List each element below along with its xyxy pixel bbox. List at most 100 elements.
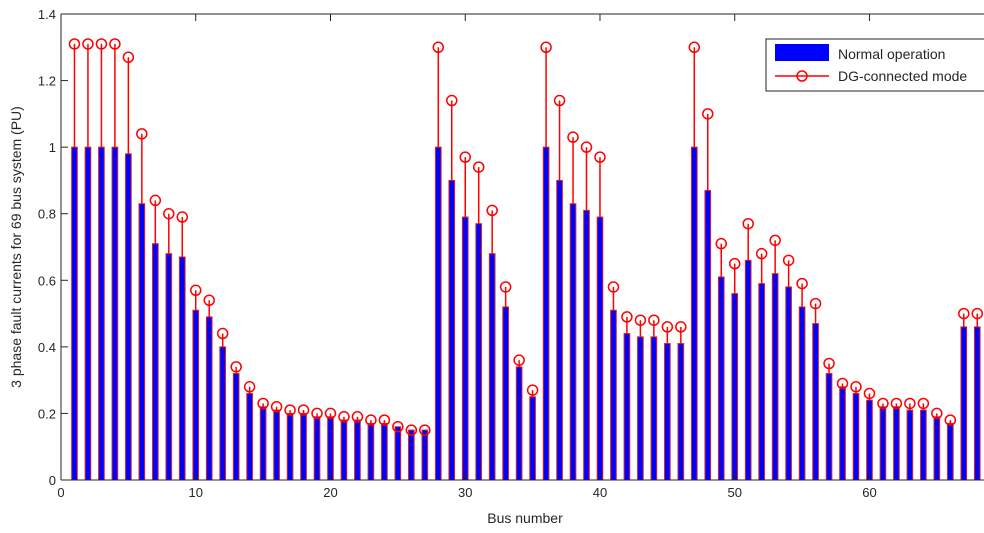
bar-bus-26 bbox=[408, 429, 415, 481]
stems-series bbox=[68, 38, 984, 436]
y-tick-label-5: 1 bbox=[49, 140, 56, 155]
legend-label-normal-operation: Normal operation bbox=[838, 46, 945, 62]
y-axis-label: 3 phase fault currents for 69 bus system… bbox=[8, 106, 24, 388]
stem-marker-bus-22 bbox=[351, 411, 364, 423]
bar-bus-20 bbox=[327, 416, 334, 481]
stem-marker-bus-67 bbox=[958, 307, 970, 320]
bar-bus-4 bbox=[111, 146, 119, 481]
y-tick-label-4: 0.8 bbox=[38, 207, 56, 222]
legend-swatch-normal-operation bbox=[775, 44, 829, 61]
bar-bus-45 bbox=[664, 343, 671, 481]
bar-bus-66 bbox=[946, 422, 954, 481]
stem-marker-bus-15 bbox=[257, 397, 269, 410]
stem-marker-bus-63 bbox=[904, 397, 916, 410]
y-tick-label-0: 0 bbox=[49, 473, 56, 488]
stem-marker-bus-27 bbox=[419, 424, 431, 436]
stem-marker-bus-37 bbox=[553, 94, 566, 107]
stem-marker-bus-1 bbox=[68, 38, 81, 50]
x-axis-label: Bus number bbox=[487, 510, 563, 526]
stem-marker-bus-43 bbox=[634, 314, 647, 326]
stem-marker-bus-16 bbox=[270, 401, 283, 413]
bar-bus-13 bbox=[232, 372, 240, 481]
bar-bus-32 bbox=[488, 253, 496, 481]
stem-marker-bus-29 bbox=[446, 94, 458, 107]
bar-bus-38 bbox=[569, 203, 577, 481]
bar-bus-52 bbox=[758, 283, 766, 481]
stem-marker-bus-8 bbox=[163, 207, 175, 220]
stem-marker-bus-56 bbox=[809, 297, 822, 310]
bar-bus-30 bbox=[461, 216, 469, 481]
x-tick-label-0: 0 bbox=[57, 485, 64, 500]
stem-marker-bus-2 bbox=[82, 38, 94, 50]
bar-bus-58 bbox=[839, 386, 846, 481]
bar-bus-28 bbox=[434, 146, 442, 481]
bar-bus-48 bbox=[704, 189, 712, 481]
bar-bus-34 bbox=[515, 366, 523, 481]
stem-marker-bus-48 bbox=[702, 108, 714, 120]
y-tick-label-6: 1.2 bbox=[38, 74, 56, 89]
bar-bus-62 bbox=[893, 406, 900, 481]
y-tick-label-2: 0.4 bbox=[38, 340, 56, 355]
stem-marker-bus-5 bbox=[122, 51, 135, 64]
stem-marker-bus-55 bbox=[796, 277, 808, 290]
axes: 0 10 20 30 40 50 60 0 0.2 0.4 0.6 0.8 1 1.2 1.4 bbox=[38, 7, 984, 500]
stem-marker-bus-13 bbox=[230, 361, 242, 373]
stem-marker-bus-62 bbox=[890, 397, 903, 410]
bar-bus-42 bbox=[623, 333, 631, 481]
stem-marker-bus-18 bbox=[297, 404, 310, 416]
bar-bus-63 bbox=[906, 409, 914, 481]
bar-bus-23 bbox=[367, 422, 375, 481]
bar-bus-40 bbox=[596, 216, 604, 481]
stem-marker-bus-60 bbox=[863, 387, 876, 400]
stem-marker-bus-49 bbox=[715, 237, 727, 250]
stem-marker-bus-51 bbox=[742, 217, 754, 230]
stem-marker-bus-61 bbox=[877, 397, 889, 410]
bar-bus-41 bbox=[610, 309, 617, 481]
bar-bus-31 bbox=[475, 223, 483, 481]
bar-bus-22 bbox=[354, 419, 361, 481]
bar-bus-11 bbox=[205, 316, 213, 481]
stem-marker-bus-42 bbox=[621, 311, 633, 323]
stem-marker-bus-9 bbox=[176, 211, 189, 223]
bar-bus-51 bbox=[744, 259, 752, 481]
bar-bus-10 bbox=[192, 309, 200, 481]
x-tick-label-10: 10 bbox=[189, 485, 203, 500]
stem-marker-bus-12 bbox=[216, 327, 229, 340]
stem-marker-bus-17 bbox=[284, 404, 296, 416]
stem-marker-bus-65 bbox=[931, 407, 943, 420]
stem-marker-bus-24 bbox=[378, 414, 391, 426]
bar-bus-67 bbox=[960, 326, 968, 481]
bar-bus-12 bbox=[219, 346, 227, 481]
stem-marker-bus-38 bbox=[567, 131, 579, 143]
bar-bus-53 bbox=[771, 273, 779, 481]
bar-bus-25 bbox=[394, 426, 402, 481]
bar-bus-33 bbox=[502, 306, 509, 481]
bar-bus-44 bbox=[650, 336, 658, 481]
stem-marker-bus-19 bbox=[311, 407, 323, 420]
bar-bus-17 bbox=[286, 412, 294, 481]
bar-bus-39 bbox=[583, 209, 590, 481]
stem-marker-bus-11 bbox=[203, 294, 215, 307]
bar-bus-7 bbox=[151, 243, 159, 481]
stem-marker-bus-39 bbox=[580, 141, 593, 153]
stem-marker-bus-25 bbox=[392, 420, 404, 433]
x-tick-label-40: 40 bbox=[593, 485, 607, 500]
stem-marker-bus-34 bbox=[513, 354, 525, 366]
bar-bus-55 bbox=[798, 306, 806, 481]
stem-marker-bus-45 bbox=[661, 321, 674, 333]
legend-label-dg-connected-mode: DG-connected mode bbox=[838, 68, 967, 84]
bar-bus-65 bbox=[933, 416, 941, 481]
y-tick-label-1: 0.2 bbox=[38, 406, 56, 421]
bar-bus-24 bbox=[381, 422, 388, 481]
stem-marker-bus-57 bbox=[823, 357, 835, 370]
bar-bus-14 bbox=[246, 392, 253, 481]
bar-bus-35 bbox=[529, 396, 536, 481]
stem-marker-bus-50 bbox=[728, 257, 741, 270]
stem-marker-bus-28 bbox=[432, 41, 445, 54]
bar-bus-60 bbox=[866, 399, 873, 481]
bar-bus-29 bbox=[448, 179, 456, 481]
bar-bus-3 bbox=[98, 146, 105, 481]
stem-marker-bus-64 bbox=[917, 397, 930, 410]
